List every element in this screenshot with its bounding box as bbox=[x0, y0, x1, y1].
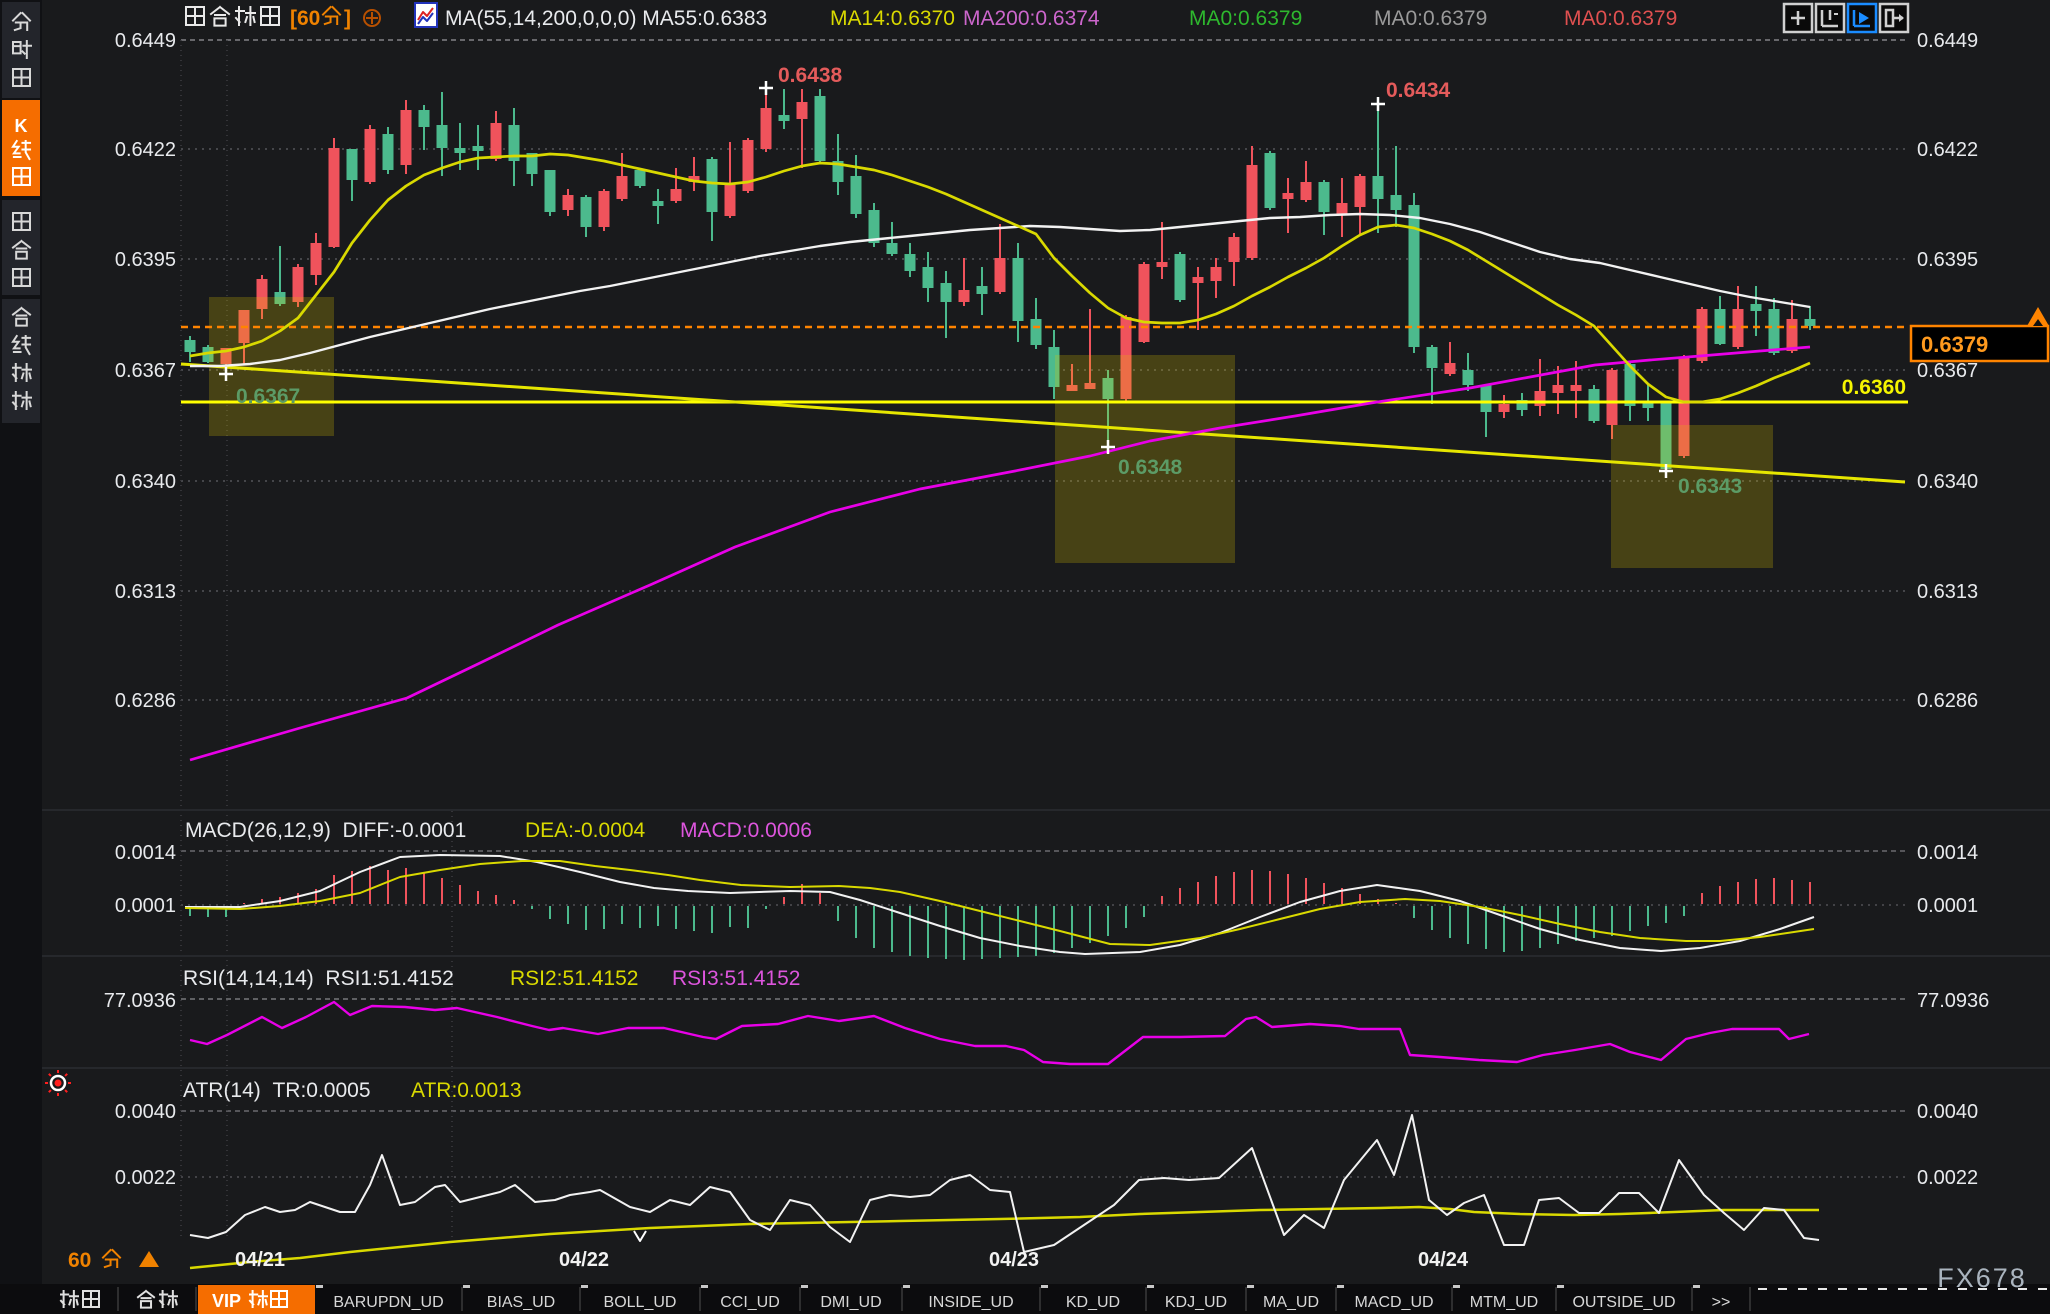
svg-text:0.0022: 0.0022 bbox=[115, 1167, 176, 1189]
svg-text:RSI3:51.4152: RSI3:51.4152 bbox=[672, 967, 800, 990]
svg-text:0.6313: 0.6313 bbox=[1917, 581, 1978, 603]
svg-text:0.6343: 0.6343 bbox=[1678, 475, 1742, 498]
svg-text:0.6449: 0.6449 bbox=[115, 30, 176, 52]
svg-text:60: 60 bbox=[68, 1249, 91, 1272]
svg-text:0.6340: 0.6340 bbox=[115, 471, 176, 493]
svg-text:0.6367: 0.6367 bbox=[1917, 360, 1978, 382]
svg-text:0.6395: 0.6395 bbox=[115, 249, 176, 271]
svg-text:04/22: 04/22 bbox=[559, 1249, 609, 1271]
svg-text:KDJ_UD: KDJ_UD bbox=[1165, 1294, 1227, 1311]
svg-text:KD_UD: KD_UD bbox=[1066, 1294, 1120, 1311]
svg-text:ATR(14) TR:0.0005: ATR(14) TR:0.0005 bbox=[183, 1079, 371, 1102]
svg-text:VIP: VIP bbox=[212, 1291, 241, 1311]
svg-text:0.6422: 0.6422 bbox=[115, 139, 176, 161]
svg-text:INSIDE_UD: INSIDE_UD bbox=[928, 1294, 1013, 1311]
svg-text:0.0022: 0.0022 bbox=[1917, 1167, 1978, 1189]
svg-text:04/21: 04/21 bbox=[235, 1249, 285, 1271]
svg-text:MACD(26,12,9) DIFF:-0.0001: MACD(26,12,9) DIFF:-0.0001 bbox=[185, 819, 466, 842]
svg-text:[60: [60 bbox=[290, 7, 320, 30]
svg-text:K: K bbox=[15, 116, 28, 136]
svg-text:MA0:0.6379: MA0:0.6379 bbox=[1374, 7, 1487, 30]
svg-text:0.6348: 0.6348 bbox=[1118, 456, 1183, 479]
svg-text:0.0001: 0.0001 bbox=[115, 895, 176, 917]
svg-text:BARUPDN_UD: BARUPDN_UD bbox=[333, 1294, 443, 1311]
svg-text:0.0001: 0.0001 bbox=[1917, 895, 1978, 917]
svg-text:MA_UD: MA_UD bbox=[1263, 1294, 1319, 1311]
svg-text:0.6286: 0.6286 bbox=[1917, 690, 1978, 712]
svg-text:]: ] bbox=[344, 7, 351, 30]
svg-text:CCI_UD: CCI_UD bbox=[720, 1294, 780, 1311]
svg-text:MACD_UD: MACD_UD bbox=[1354, 1294, 1433, 1311]
svg-text:04/23: 04/23 bbox=[989, 1249, 1039, 1271]
svg-text:BIAS_UD: BIAS_UD bbox=[487, 1294, 555, 1311]
svg-text:0.6434: 0.6434 bbox=[1386, 79, 1451, 102]
svg-text:>>: >> bbox=[1712, 1294, 1731, 1311]
svg-text:MA200:0.6374: MA200:0.6374 bbox=[963, 7, 1100, 30]
svg-text:0.6340: 0.6340 bbox=[1917, 471, 1978, 493]
svg-text:ATR:0.0013: ATR:0.0013 bbox=[411, 1079, 522, 1102]
svg-text:0.6367: 0.6367 bbox=[236, 385, 300, 408]
svg-text:0.6438: 0.6438 bbox=[778, 64, 843, 87]
svg-text:MA(55,14,200,0,0,0) MA55:0.638: MA(55,14,200,0,0,0) MA55:0.6383 bbox=[445, 7, 767, 30]
svg-text:0.6313: 0.6313 bbox=[115, 581, 176, 603]
svg-text:RSI(14,14,14) RSI1:51.4152: RSI(14,14,14) RSI1:51.4152 bbox=[183, 967, 454, 990]
svg-text:0.6449: 0.6449 bbox=[1917, 30, 1978, 52]
svg-text:MTM_UD: MTM_UD bbox=[1470, 1294, 1538, 1311]
svg-text:0.6379: 0.6379 bbox=[1921, 332, 1988, 357]
svg-text:DEA:-0.0004: DEA:-0.0004 bbox=[525, 819, 646, 842]
svg-text:0.6360: 0.6360 bbox=[1842, 376, 1906, 399]
svg-text:04/24: 04/24 bbox=[1418, 1249, 1469, 1271]
svg-text:0.0014: 0.0014 bbox=[1917, 842, 1978, 864]
svg-text:BOLL_UD: BOLL_UD bbox=[604, 1294, 677, 1311]
svg-text:DMI_UD: DMI_UD bbox=[820, 1294, 881, 1311]
svg-text:MA14:0.6370: MA14:0.6370 bbox=[830, 7, 955, 30]
svg-text:0.0040: 0.0040 bbox=[1917, 1101, 1978, 1123]
svg-text:0.0040: 0.0040 bbox=[115, 1101, 176, 1123]
svg-text:OUTSIDE_UD: OUTSIDE_UD bbox=[1572, 1294, 1675, 1311]
svg-text:0.0014: 0.0014 bbox=[115, 842, 176, 864]
svg-text:MA0:0.6379: MA0:0.6379 bbox=[1564, 7, 1677, 30]
svg-text:RSI2:51.4152: RSI2:51.4152 bbox=[510, 967, 638, 990]
svg-text:MACD:0.0006: MACD:0.0006 bbox=[680, 819, 812, 842]
svg-text:0.6286: 0.6286 bbox=[115, 690, 176, 712]
svg-text:0.6395: 0.6395 bbox=[1917, 249, 1978, 271]
svg-text:0.6367: 0.6367 bbox=[115, 360, 176, 382]
svg-text:77.0936: 77.0936 bbox=[104, 990, 176, 1012]
svg-text:FX678: FX678 bbox=[1937, 1263, 2027, 1293]
svg-text:MA0:0.6379: MA0:0.6379 bbox=[1189, 7, 1302, 30]
svg-text:77.0936: 77.0936 bbox=[1917, 990, 1989, 1012]
svg-text:0.6422: 0.6422 bbox=[1917, 139, 1978, 161]
